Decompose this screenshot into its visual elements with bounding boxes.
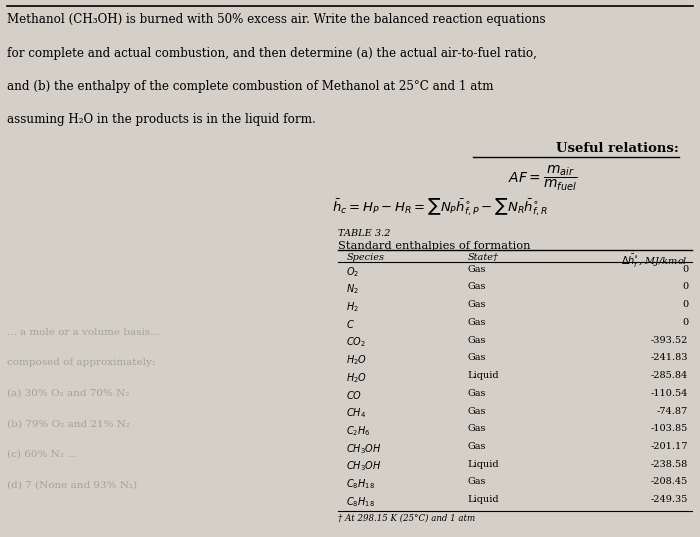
Text: 0: 0 (682, 282, 688, 292)
Text: -241.83: -241.83 (650, 353, 688, 362)
Text: Gas: Gas (468, 336, 486, 345)
Text: Liquid: Liquid (468, 495, 499, 504)
Text: -103.85: -103.85 (651, 424, 688, 433)
Text: Gas: Gas (468, 300, 486, 309)
Text: $CO_2$: $CO_2$ (346, 336, 367, 350)
Text: $CH_3OH$: $CH_3OH$ (346, 460, 382, 474)
Text: $\bar{h}_c = H_P - H_R = \sum N_P \bar{h}^{\circ}_{f,P} - \sum N_R \bar{h}^{\cir: $\bar{h}_c = H_P - H_R = \sum N_P \bar{h… (332, 196, 549, 218)
Text: TABLE 3.2: TABLE 3.2 (338, 229, 391, 238)
Text: Gas: Gas (468, 318, 486, 327)
Text: Gas: Gas (468, 353, 486, 362)
Text: (b) 79% O₂ and 21% N₂: (b) 79% O₂ and 21% N₂ (7, 419, 130, 429)
Text: $\Delta\bar{h}^{\circ}_f$, MJ/kmol: $\Delta\bar{h}^{\circ}_f$, MJ/kmol (622, 253, 688, 270)
Text: State†: State† (468, 253, 498, 262)
Text: $N_2$: $N_2$ (346, 282, 359, 296)
Text: (a) 30% O₂ and 70% N₂: (a) 30% O₂ and 70% N₂ (7, 389, 130, 398)
Text: $CH_3OH$: $CH_3OH$ (346, 442, 382, 456)
Text: (c) 60% N₂ ...: (c) 60% N₂ ... (7, 450, 77, 459)
Text: ... a mole or a volume basis...: ... a mole or a volume basis... (7, 328, 160, 337)
Text: Standard enthalpies of formation: Standard enthalpies of formation (338, 241, 531, 251)
Text: Gas: Gas (468, 389, 486, 398)
Text: assuming H₂O in the products is in the liquid form.: assuming H₂O in the products is in the l… (7, 113, 316, 126)
Text: Species: Species (346, 253, 384, 262)
Text: $AF = \dfrac{m_{air}}{m_{fuel}}$: $AF = \dfrac{m_{air}}{m_{fuel}}$ (508, 164, 577, 193)
Text: Gas: Gas (468, 442, 486, 451)
Text: 0: 0 (682, 265, 688, 274)
Text: $C_8H_{18}$: $C_8H_{18}$ (346, 495, 375, 509)
Text: -393.52: -393.52 (651, 336, 688, 345)
Text: Methanol (CH₃OH) is burned with 50% excess air. Write the balanced reaction equa: Methanol (CH₃OH) is burned with 50% exce… (7, 13, 545, 26)
Text: $CO$: $CO$ (346, 389, 363, 401)
Text: -238.58: -238.58 (651, 460, 688, 469)
Text: Useful relations:: Useful relations: (556, 142, 679, 155)
Text: $H_2O$: $H_2O$ (346, 371, 368, 385)
Text: and (b) the enthalpy of the complete combustion of Methanol at 25°C and 1 atm: and (b) the enthalpy of the complete com… (7, 80, 493, 93)
Text: $O_2$: $O_2$ (346, 265, 360, 279)
Text: $C_8H_{18}$: $C_8H_{18}$ (346, 477, 375, 491)
Text: 0: 0 (682, 318, 688, 327)
Text: Gas: Gas (468, 424, 486, 433)
Text: Gas: Gas (468, 265, 486, 274)
Text: Gas: Gas (468, 282, 486, 292)
Text: -208.45: -208.45 (651, 477, 688, 487)
Text: -74.87: -74.87 (657, 407, 688, 416)
Text: $C_2H_6$: $C_2H_6$ (346, 424, 371, 438)
Text: † At 298.15 K (25°C) and 1 atm: † At 298.15 K (25°C) and 1 atm (338, 514, 475, 523)
Text: -249.35: -249.35 (651, 495, 688, 504)
Text: composed of approximately:: composed of approximately: (7, 358, 155, 367)
Text: -110.54: -110.54 (651, 389, 688, 398)
Text: Gas: Gas (468, 477, 486, 487)
Text: $H_2O$: $H_2O$ (346, 353, 368, 367)
Text: Gas: Gas (468, 407, 486, 416)
Text: $C$: $C$ (346, 318, 356, 330)
Text: Liquid: Liquid (468, 460, 499, 469)
Text: 0: 0 (682, 300, 688, 309)
Text: $H_2$: $H_2$ (346, 300, 359, 314)
Text: (d) 7 (None and 93% N₂): (d) 7 (None and 93% N₂) (7, 481, 137, 490)
Text: $CH_4$: $CH_4$ (346, 407, 367, 420)
Text: for complete and actual combustion, and then determine (a) the actual air-to-fue: for complete and actual combustion, and … (7, 47, 537, 60)
Text: -201.17: -201.17 (650, 442, 688, 451)
Text: Liquid: Liquid (468, 371, 499, 380)
Text: -285.84: -285.84 (651, 371, 688, 380)
